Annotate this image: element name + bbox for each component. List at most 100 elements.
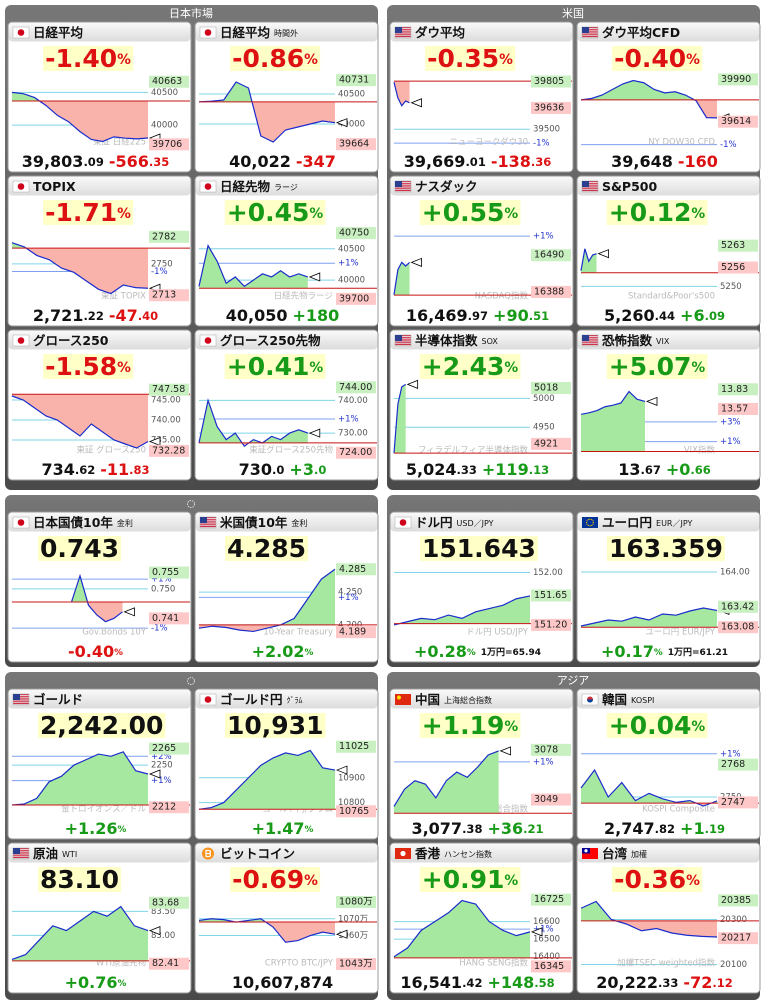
low-label: 163.08 <box>721 622 754 633</box>
top-value: 0.743 <box>40 534 119 563</box>
top-value: 2,242.00 <box>40 711 163 740</box>
top-value: +0.04% <box>609 711 706 740</box>
top-value: -0.86% <box>232 44 318 73</box>
high-label: 83.68 <box>152 897 179 908</box>
current-marker <box>148 926 161 936</box>
name: 原油 <box>33 846 58 861</box>
price-line <box>11 242 149 295</box>
card-name: 日経先物 ラージ <box>220 179 298 194</box>
bottom-values: 20,222.33 -72.12 <box>596 973 732 992</box>
price: 39,648 <box>611 152 673 171</box>
price-line <box>393 261 410 295</box>
card-header <box>390 330 573 350</box>
axis-label: 1070万 <box>338 914 368 924</box>
sub-name: KOSPI <box>631 696 654 705</box>
flag <box>581 693 599 706</box>
low-box <box>336 138 376 151</box>
low-label: 13.57 <box>721 404 748 415</box>
flag <box>395 848 411 859</box>
high-label: 151.65 <box>534 590 567 601</box>
high-label: 20385 <box>721 895 751 906</box>
watermark: CRYPTO BTC/JPY <box>265 959 334 969</box>
top-highlight <box>225 536 309 561</box>
flag <box>202 847 214 860</box>
current-marker <box>148 769 161 779</box>
area-up <box>394 900 530 958</box>
price-line <box>580 390 646 415</box>
axis-label: -1% <box>151 624 168 634</box>
quote-card: ユーロ円 EUR／JPY 163.359 164.00 ユーロ円 EUR/JPY 163.… <box>576 511 761 663</box>
name: ダウ平均CFD <box>602 25 680 40</box>
high-label: 163.42 <box>721 601 754 612</box>
top-value: +1.19% <box>422 711 519 740</box>
axis-label: -1% <box>151 267 168 277</box>
watermark: 東証 TOPIX <box>101 291 146 302</box>
quote-card: 日経先物 ラージ +0.45% 40500 +1% 40000 日経先物ラージ 40750 39… <box>194 175 379 327</box>
axis-label: +1% <box>151 575 172 585</box>
top-value: +2.43% <box>422 352 519 381</box>
card-header <box>390 22 573 42</box>
area-up <box>581 80 717 100</box>
high-label: 2768 <box>721 759 745 770</box>
price-line <box>580 248 597 271</box>
area-down <box>199 921 335 943</box>
price-line <box>393 383 406 454</box>
card-name: 半導体指数 SOX <box>415 333 498 348</box>
high-box <box>718 758 758 771</box>
high-label: 5263 <box>721 240 745 251</box>
high-box <box>336 563 376 576</box>
card-name: S&P500 <box>602 179 657 194</box>
card-header <box>195 176 378 196</box>
sub-name: ラージ <box>274 183 298 192</box>
change: +6.09 <box>680 306 725 325</box>
top-highlight <box>38 536 122 561</box>
price: 10,607,874 <box>232 973 333 992</box>
name: ダウ平均 <box>415 25 465 40</box>
name: 恐怖指数 <box>602 333 653 348</box>
name: 中国 <box>415 692 440 707</box>
top-value: -0.69% <box>232 865 318 894</box>
sub-name: 金利 <box>291 518 307 528</box>
area-up <box>394 384 406 454</box>
bottom-values: 730.0 +3.0 <box>239 460 327 479</box>
low-box <box>149 801 189 814</box>
section-title: アジア <box>557 674 590 687</box>
low-box <box>149 444 189 457</box>
price-line <box>198 568 336 633</box>
low-box <box>718 115 758 128</box>
top-highlight <box>612 46 703 71</box>
high-label: 11025 <box>339 741 369 752</box>
watermark: フィラデルフィア半導体指数 <box>418 445 529 456</box>
low-box <box>718 621 758 634</box>
axis-label: 40500 <box>151 88 178 98</box>
quote-card: 日本国債10年 金利 0.743 +1%0.750 -1% Gov.Bonds 10Y 0.… <box>7 511 192 663</box>
sub-name: 上海総合指数 <box>444 695 492 705</box>
section-title: 米国 <box>562 7 584 20</box>
current-marker <box>123 607 135 617</box>
price-line <box>393 750 499 807</box>
current-marker <box>335 765 348 775</box>
name: TOPIX <box>33 179 76 194</box>
quote-card: 日経平均 時間外 -0.86% 40500 40000 40731 39664 40,022-… <box>194 21 379 173</box>
card-header <box>577 512 760 532</box>
card-header <box>8 512 191 532</box>
low-label: 82.41 <box>152 958 179 969</box>
price: 5,260.44 <box>604 306 675 325</box>
top-text: +0.91% <box>422 865 519 894</box>
high-label: 3078 <box>534 744 558 755</box>
high-box <box>718 600 758 613</box>
top-value: -1.58% <box>45 352 131 381</box>
low-box <box>718 403 758 416</box>
axis-label: 16500 <box>533 935 560 945</box>
watermark: ドル円 USD/JPY <box>466 628 529 638</box>
name: ビットコイン <box>220 846 295 861</box>
top-text: +0.12% <box>609 198 706 227</box>
flag <box>582 848 598 859</box>
top-value: 4.285 <box>227 534 306 563</box>
axis-label: +2% <box>151 752 172 762</box>
current-marker <box>410 98 422 108</box>
watermark: WTI原油先物 <box>96 958 147 969</box>
change: +0.17% <box>601 642 663 661</box>
change: +119.13 <box>482 460 549 479</box>
